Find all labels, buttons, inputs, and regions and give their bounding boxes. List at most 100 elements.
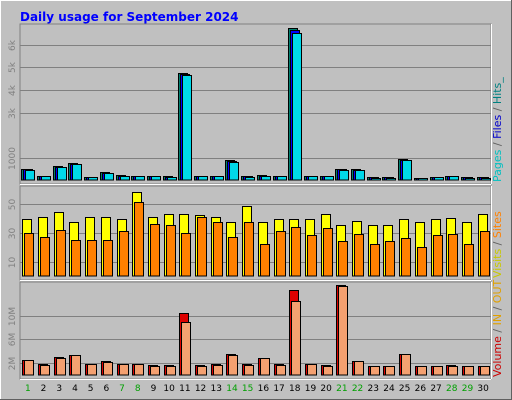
bar-out-day-2 [40, 365, 50, 376]
bar-pages-day-4 [72, 164, 82, 181]
bar-out-day-6 [103, 362, 113, 376]
bar-out-day-3 [56, 358, 66, 376]
bar-pages-day-25 [402, 160, 412, 181]
bar-pages-day-3 [57, 167, 67, 181]
bar-pages-day-11 [182, 75, 192, 181]
bar-pages-day-17 [277, 176, 287, 181]
panel-hits-legend: Pages / Files / Hits_ [491, 77, 504, 182]
day-label-23: 23 [368, 384, 379, 394]
bar-pages-day-30 [481, 178, 491, 181]
day-label-20: 20 [320, 384, 332, 394]
legend-part: OUT [491, 279, 504, 303]
bar-pages-day-27 [434, 177, 444, 181]
bar-out-day-28 [448, 366, 458, 376]
bar-pages-day-13 [214, 176, 224, 181]
bar-sites-day-13 [213, 222, 223, 277]
panel-visits-legend: Visits / Sites [491, 211, 504, 278]
day-label-21: 21 [336, 384, 347, 394]
bar-pages-day-5 [88, 177, 98, 181]
day-label-30: 30 [477, 384, 489, 394]
bar-out-day-5 [87, 364, 97, 376]
day-label-11: 11 [179, 384, 190, 394]
day-label-8: 8 [135, 384, 141, 394]
bar-sites-day-11 [181, 233, 191, 277]
legend-part: Volume [491, 336, 504, 377]
bar-out-day-25 [401, 354, 411, 376]
bar-out-day-24 [385, 366, 395, 376]
panel-visits-tick-label: 30 [8, 228, 18, 240]
legend-part: / [491, 325, 504, 336]
bar-sites-day-29 [464, 244, 474, 277]
day-label-13: 13 [211, 384, 222, 394]
day-label-6: 6 [103, 384, 109, 394]
bar-out-day-13 [213, 365, 223, 376]
day-label-28: 28 [446, 384, 458, 394]
bar-out-day-1 [24, 360, 34, 376]
panel-visits-tick-label: 10 [8, 257, 18, 269]
bar-sites-day-7 [119, 231, 129, 277]
bar-out-day-27 [433, 366, 443, 376]
panel-visits-tick-label: 50 [8, 199, 18, 211]
bar-sites-day-27 [433, 235, 443, 277]
bar-sites-day-26 [417, 247, 427, 277]
day-label-4: 4 [72, 384, 78, 394]
day-label-16: 16 [258, 384, 270, 394]
bar-out-day-9 [150, 366, 160, 376]
bar-sites-day-19 [307, 235, 317, 277]
panel-hits-tick-label: 6k [8, 39, 18, 51]
day-label-3: 3 [56, 384, 62, 394]
bar-pages-day-1 [25, 170, 35, 181]
bar-sites-day-15 [244, 222, 254, 277]
bar-sites-day-3 [56, 230, 66, 277]
bar-sites-day-16 [260, 244, 270, 277]
bar-pages-day-10 [167, 177, 177, 181]
bar-sites-day-12 [197, 217, 207, 277]
bar-sites-day-28 [448, 234, 458, 277]
day-label-18: 18 [289, 384, 301, 394]
bar-pages-day-12 [198, 176, 208, 181]
bar-sites-day-17 [276, 231, 286, 277]
bar-pages-day-2 [41, 176, 51, 181]
bar-out-day-8 [134, 364, 144, 376]
chart-title: Daily usage for September 2024 [20, 10, 239, 24]
bar-out-day-21 [338, 286, 348, 376]
bar-pages-day-18 [292, 33, 302, 181]
bar-out-day-11 [181, 322, 191, 376]
legend-part: Sites [491, 211, 504, 238]
bar-sites-day-20 [323, 228, 333, 277]
day-label-19: 19 [305, 384, 317, 394]
bar-sites-day-24 [385, 241, 395, 277]
bar-pages-day-19 [308, 176, 318, 181]
bar-sites-day-14 [228, 237, 238, 277]
bar-pages-day-26 [418, 178, 428, 181]
legend-part: / [491, 303, 504, 314]
bar-out-day-10 [166, 366, 176, 376]
bar-pages-day-22 [355, 170, 365, 181]
day-label-27: 27 [430, 384, 441, 394]
panel-volume-tick-label: 10M [8, 307, 18, 326]
day-label-14: 14 [226, 384, 238, 394]
bar-out-day-17 [276, 365, 286, 376]
bar-out-day-23 [370, 366, 380, 376]
bar-out-day-29 [464, 366, 474, 376]
bar-out-day-7 [119, 364, 129, 376]
legend-part: / [491, 238, 504, 249]
bar-out-day-18 [291, 301, 301, 376]
day-label-9: 9 [151, 384, 157, 394]
day-label-2: 2 [41, 384, 47, 394]
day-label-26: 26 [415, 384, 427, 394]
bar-sites-day-25 [401, 238, 411, 277]
bar-sites-day-30 [480, 231, 490, 277]
bar-sites-day-8 [134, 202, 144, 277]
day-label-10: 10 [163, 384, 175, 394]
panel-volume: 2M 6M 10M Volume / IN / OUT [8, 279, 504, 380]
bar-pages-day-23 [371, 178, 381, 181]
bar-sites-day-18 [291, 227, 301, 277]
bar-out-day-16 [260, 358, 270, 376]
bar-out-day-26 [417, 366, 427, 376]
panel-volume-tick-label: 6M [8, 333, 18, 347]
legend-part: / [491, 139, 504, 150]
legend-part: IN [491, 314, 504, 325]
panel-hits-tick-label: 1000 [8, 147, 18, 170]
